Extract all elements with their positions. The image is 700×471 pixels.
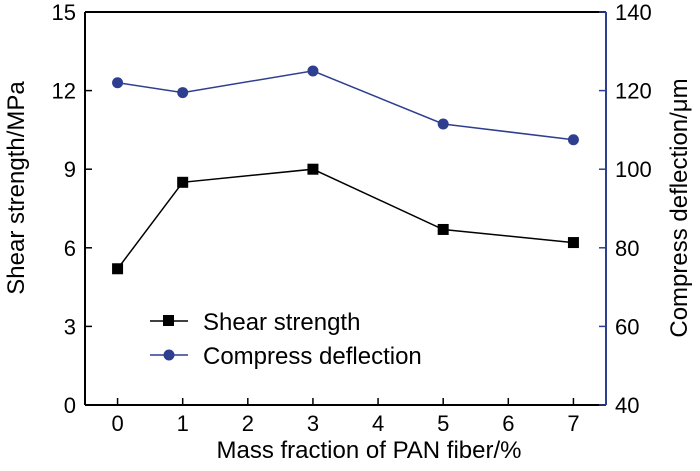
x-tick-label: 3 [307,411,319,436]
y-right-tick-label: 100 [615,157,652,182]
shear-strength-point [307,163,319,175]
shear-strength-point [567,237,579,249]
shear-strength-point [112,263,124,275]
y-left-tick-label: 6 [64,236,76,261]
x-tick-label: 2 [242,411,254,436]
y-right-tick-label: 140 [615,0,652,25]
compress-deflection-line [117,70,574,141]
y-left-axis-label: Shear strength/MPa [3,81,30,295]
shear-strength-point [437,223,449,235]
legend-deflection-label: Compress deflection [203,343,422,370]
series-layer [112,65,579,275]
x-axis-label: Mass fraction of PAN fiber/% [217,437,522,464]
y-left-tick-label: 3 [64,314,76,339]
legend-shear-marker [163,315,174,326]
x-tick-label: 0 [111,411,123,436]
x-tick-label: 6 [502,411,514,436]
y-left-tick-label: 0 [64,393,76,418]
y-right-tick-label: 60 [615,314,639,339]
legend-shear-label: Shear strength [203,309,360,336]
y-right-axis-label: Compress deflection/μm [666,78,693,337]
x-tick-label: 4 [372,411,384,436]
y-right-tick-label: 120 [615,79,652,104]
legend: Shear strength Compress deflection [150,309,422,370]
labels-layer: Mass fraction of PAN fiber/% Shear stren… [3,78,693,464]
y-right-tick-label: 40 [615,393,639,418]
compress-deflection-point [307,65,319,77]
y-left-tick-label: 9 [64,157,76,182]
legend-deflection-marker [163,349,175,361]
y-left-tick-label: 12 [52,79,76,104]
x-tick-label: 5 [437,411,449,436]
x-tick-label: 1 [177,411,189,436]
x-tick-label: 7 [567,411,579,436]
shear-strength-point [177,176,189,188]
compress-deflection-point [112,77,124,89]
y-right-tick-label: 80 [615,236,639,261]
compress-deflection-point [567,134,579,146]
compress-deflection-point [437,118,449,130]
compress-deflection-point [177,87,189,99]
y-left-tick-label: 15 [52,0,76,25]
